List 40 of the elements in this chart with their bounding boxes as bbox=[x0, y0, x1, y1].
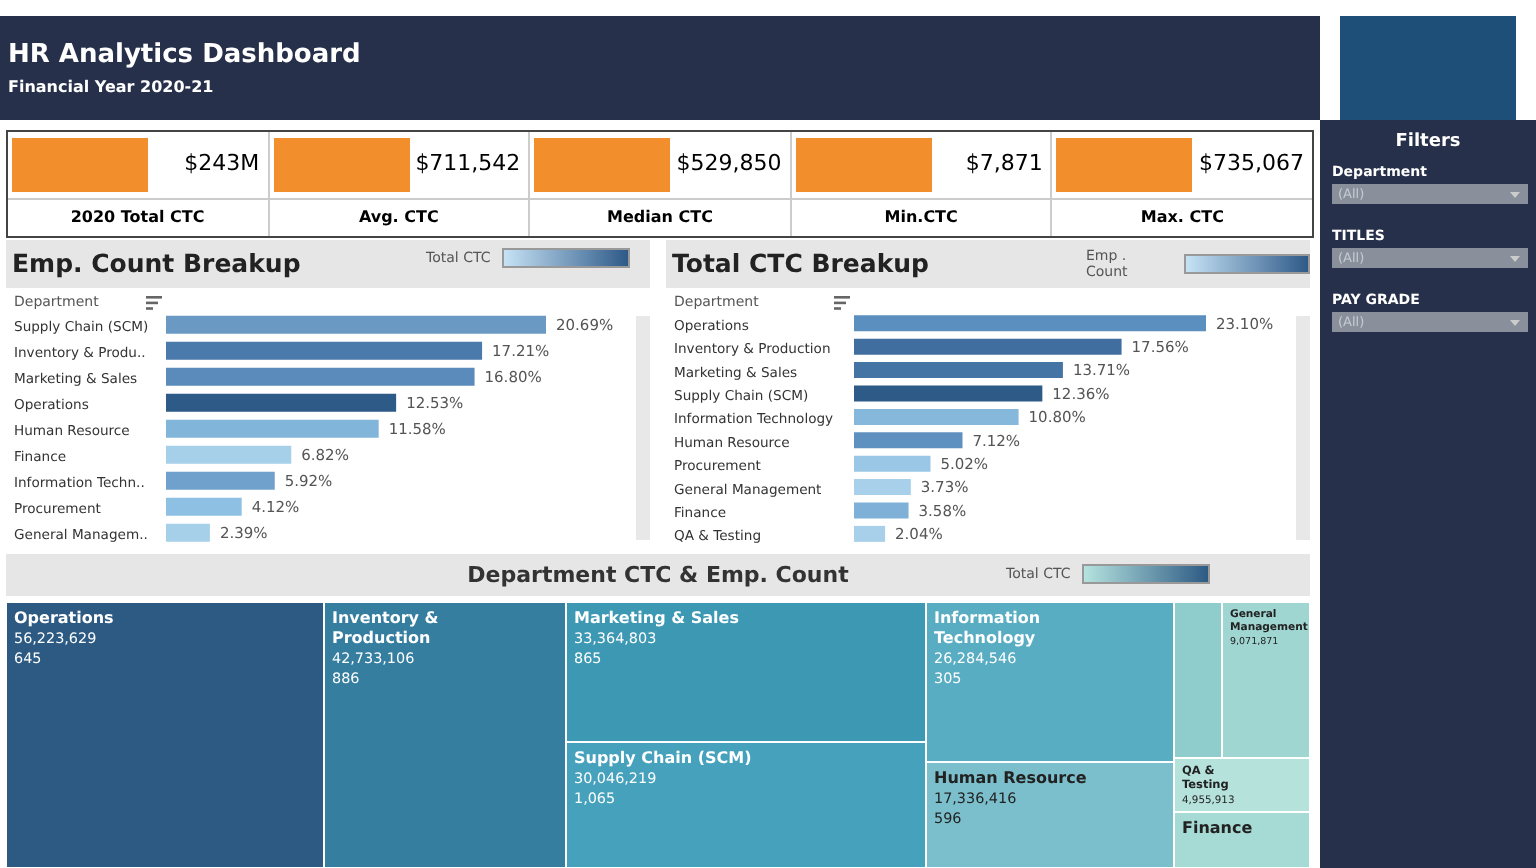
bar bbox=[166, 445, 292, 464]
category-label: Information Technology bbox=[934, 608, 1041, 647]
bar bbox=[166, 523, 210, 542]
category-label: Median CTC bbox=[530, 198, 790, 236]
data-label: $711,542 bbox=[415, 150, 521, 176]
text: Filters bbox=[1393, 132, 1463, 152]
category-label: Min.CTC bbox=[791, 198, 1051, 236]
bar bbox=[166, 471, 275, 490]
category-label: Marketing & Sales bbox=[574, 608, 740, 627]
bar bbox=[854, 408, 1019, 425]
text: Financial Year 2020-21 bbox=[8, 78, 214, 96]
bar bbox=[166, 419, 379, 438]
category-label: 2020 Total CTC bbox=[8, 198, 268, 236]
bar bbox=[854, 362, 1063, 379]
category-label: Finance bbox=[1182, 818, 1254, 837]
bar bbox=[854, 479, 911, 496]
text: HR Analytics Dashboard bbox=[8, 40, 361, 70]
data-label: $735,067 bbox=[1198, 150, 1304, 176]
bar bbox=[854, 432, 963, 449]
bar bbox=[854, 525, 886, 542]
text: Department CTC & Emp. Count bbox=[467, 562, 849, 588]
category-label: Max. CTC bbox=[1052, 198, 1312, 236]
category-label: Avg. CTC bbox=[269, 198, 529, 236]
bar bbox=[166, 393, 397, 412]
bar bbox=[854, 315, 1206, 332]
category-label: Inventory & Production bbox=[332, 608, 439, 647]
data-label: $243M bbox=[184, 150, 260, 176]
bar bbox=[854, 338, 1122, 355]
bar bbox=[166, 341, 483, 360]
chart-title: Emp. Count Breakup bbox=[12, 248, 301, 278]
bar bbox=[166, 367, 475, 386]
category-label: Human Resource bbox=[934, 768, 1088, 787]
data-label: $529,850 bbox=[676, 150, 782, 176]
chart-title: Total CTC Breakup bbox=[672, 248, 929, 278]
bar bbox=[166, 315, 546, 334]
data-label: $7,871 bbox=[965, 150, 1043, 176]
bar bbox=[854, 385, 1043, 402]
bar bbox=[854, 502, 909, 519]
bar bbox=[166, 497, 242, 516]
bar bbox=[854, 455, 931, 472]
